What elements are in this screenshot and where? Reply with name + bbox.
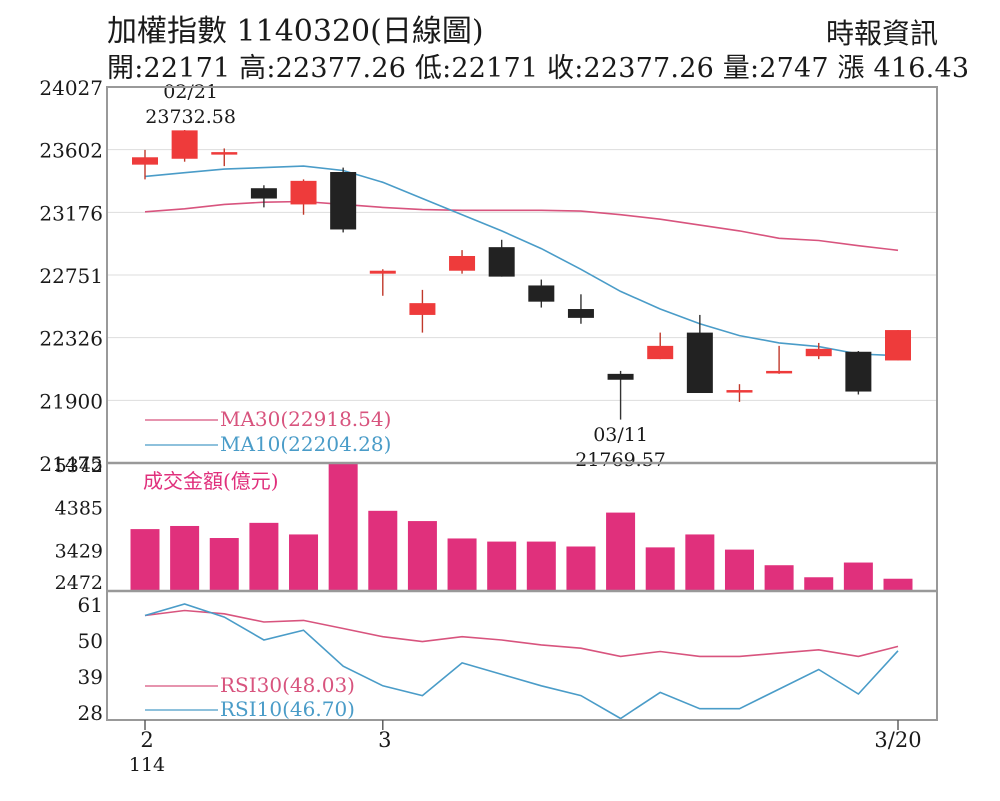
volume-bar <box>764 565 794 591</box>
volume-bar <box>447 538 477 591</box>
rsi-tick-label: 28 <box>78 701 103 725</box>
volume-bar <box>606 512 636 591</box>
candle-up <box>805 348 832 357</box>
candle-up <box>647 345 674 360</box>
legend-label-ma30: MA30(22918.54) <box>220 407 391 431</box>
volume-bar <box>130 529 160 591</box>
rsi30-line <box>144 609 899 658</box>
volume-tick-label: 3429 <box>55 540 103 562</box>
ma30-line <box>144 200 899 252</box>
rsi-tick-label: 50 <box>78 629 103 653</box>
price-tick-label: 21900 <box>39 389 103 413</box>
price-tick-label: 23176 <box>39 201 103 225</box>
candle-down <box>250 188 277 199</box>
volume-tick-label: 2472 <box>55 572 103 594</box>
rsi-tick-label: 39 <box>78 665 103 689</box>
source-label: 時報資訊 <box>825 17 938 50</box>
peak-value-label: 23732.58 <box>145 106 236 128</box>
volume-bar <box>645 547 675 591</box>
volume-bar <box>289 534 319 591</box>
candle-up <box>211 152 238 155</box>
trough-date-label: 03/11 <box>593 424 648 446</box>
legend-label-rsi30: RSI30(48.03) <box>220 673 355 697</box>
legend-label-rsi10: RSI10(46.70) <box>220 697 355 721</box>
x-tick-label: 2 <box>140 728 153 752</box>
candle-down <box>845 351 872 392</box>
volume-bar <box>487 541 517 591</box>
volume-tick-label: 5342 <box>55 455 103 477</box>
candle-down <box>567 309 594 318</box>
price-tick-label: 21475 <box>39 452 103 476</box>
candle-down <box>686 332 713 394</box>
volume-bar <box>843 562 873 591</box>
quote-summary: 開:22171 高:22377.26 低:22171 收:22377.26 量:… <box>107 53 970 84</box>
candle-down <box>330 172 357 230</box>
volume-bar <box>566 546 596 591</box>
volume-bar <box>685 534 715 591</box>
candle-up <box>132 157 158 165</box>
candle-up <box>726 390 753 393</box>
volume-bar <box>368 510 398 591</box>
x-tick-label: 3 <box>378 728 391 752</box>
price-tick-label: 22326 <box>39 327 103 351</box>
candle-up <box>766 370 793 374</box>
peak-date-label: 02/21 <box>163 81 218 103</box>
rsi-tick-label: 61 <box>78 593 103 617</box>
volume-bar <box>724 549 754 591</box>
volume-bar <box>804 577 834 591</box>
candle-down <box>607 373 634 380</box>
volume-bar <box>407 521 437 591</box>
volume-bar <box>249 522 279 591</box>
volume-bar <box>883 578 913 591</box>
candle-up <box>290 180 317 205</box>
rsi10-line <box>144 603 899 720</box>
trough-value-label: 21769.57 <box>575 449 666 471</box>
candle-up <box>171 130 198 159</box>
candle-down <box>528 285 555 302</box>
candle-down <box>488 247 515 277</box>
volume-bar <box>170 525 200 591</box>
price-tick-label: 24027 <box>39 76 103 100</box>
price-tick-label: 23602 <box>39 139 103 163</box>
volume-bar <box>526 541 556 591</box>
x-year-label: 114 <box>129 754 165 776</box>
volume-tick-label: 4385 <box>55 498 103 520</box>
legend-label-ma10: MA10(22204.28) <box>220 432 391 456</box>
ma10-line <box>144 165 899 357</box>
volume-bar <box>209 538 239 591</box>
candle-up <box>409 303 436 315</box>
volume-title: 成交金額(億元) <box>143 469 279 493</box>
plot-frame <box>106 86 938 721</box>
candle-up <box>369 270 396 274</box>
candle-up <box>885 330 911 361</box>
price-tick-label: 22751 <box>39 264 103 288</box>
candle-up <box>449 255 476 271</box>
x-tick-label: 3/20 <box>874 728 921 752</box>
chart-title: 加權指數 1140320(日線圖) <box>107 14 484 49</box>
volume-bar <box>328 463 358 591</box>
